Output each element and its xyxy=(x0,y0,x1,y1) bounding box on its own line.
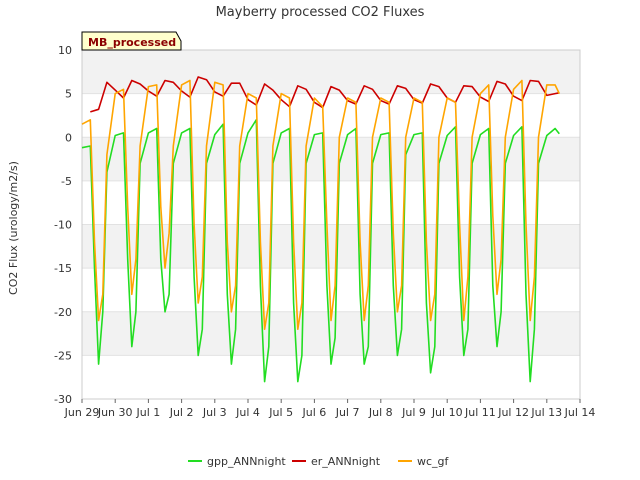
x-tick-label: Jul 6 xyxy=(302,406,327,419)
plot-border xyxy=(81,49,581,400)
y-tick-label: -10 xyxy=(54,219,72,232)
x-tick-label: Jul 4 xyxy=(235,406,260,419)
y-tick-label: -25 xyxy=(54,349,72,362)
y-tick-label: -5 xyxy=(61,175,72,188)
grid-band xyxy=(82,224,580,269)
x-tick-label: Jul 13 xyxy=(530,406,562,419)
series-line-gpp_ANNnight xyxy=(81,119,560,383)
chart-title: Mayberry processed CO2 Fluxes xyxy=(216,5,425,20)
legend-label: gpp_ANNnight xyxy=(207,455,286,468)
x-tick-label: Jun 29 xyxy=(64,406,100,419)
series-line-wc_gf xyxy=(81,79,561,331)
y-tick-label: -20 xyxy=(54,306,72,319)
y-tick-label: 10 xyxy=(58,44,72,57)
grid-band xyxy=(82,137,580,181)
x-tick-label: Jul 9 xyxy=(401,406,426,419)
series-lines xyxy=(81,76,561,383)
y-tick-label: 5 xyxy=(65,88,72,101)
x-tick-label: Jul 7 xyxy=(335,406,360,419)
x-tick-label: Jul 5 xyxy=(268,406,293,419)
x-tick-label: Jul 10 xyxy=(431,406,463,419)
x-tick-label: Jul 3 xyxy=(202,406,227,419)
x-tick-label: Jul 1 xyxy=(136,406,161,419)
plot-background xyxy=(81,49,581,400)
y-tick-label: -15 xyxy=(54,262,72,275)
badge-label: MB_processed xyxy=(88,36,176,49)
dataset-badge: MB_processed xyxy=(81,31,182,51)
y-tick-label: -30 xyxy=(54,393,72,406)
y-tick-label: 0 xyxy=(65,131,72,144)
x-tick-label: Jun 30 xyxy=(97,406,133,419)
legend: gpp_ANNnight er_ANNnight wc_gf xyxy=(188,455,450,468)
x-tick-label: Jul 8 xyxy=(368,406,393,419)
x-tick-label: Jul 11 xyxy=(464,406,496,419)
y-axis: 10 5 0 -5 -10 -15 -20 -25 -30 xyxy=(54,44,72,406)
series-line-er_ANNnight xyxy=(90,76,560,113)
y-axis-label: CO2 Flux (urology/m2/s) xyxy=(7,161,20,295)
x-tick-label: Jul 14 xyxy=(564,406,596,419)
x-tick-label: Jul 12 xyxy=(497,406,529,419)
legend-label: er_ANNnight xyxy=(311,455,381,468)
legend-label: wc_gf xyxy=(417,455,450,468)
x-tick-label: Jul 2 xyxy=(169,406,194,419)
badge-box xyxy=(81,31,182,51)
